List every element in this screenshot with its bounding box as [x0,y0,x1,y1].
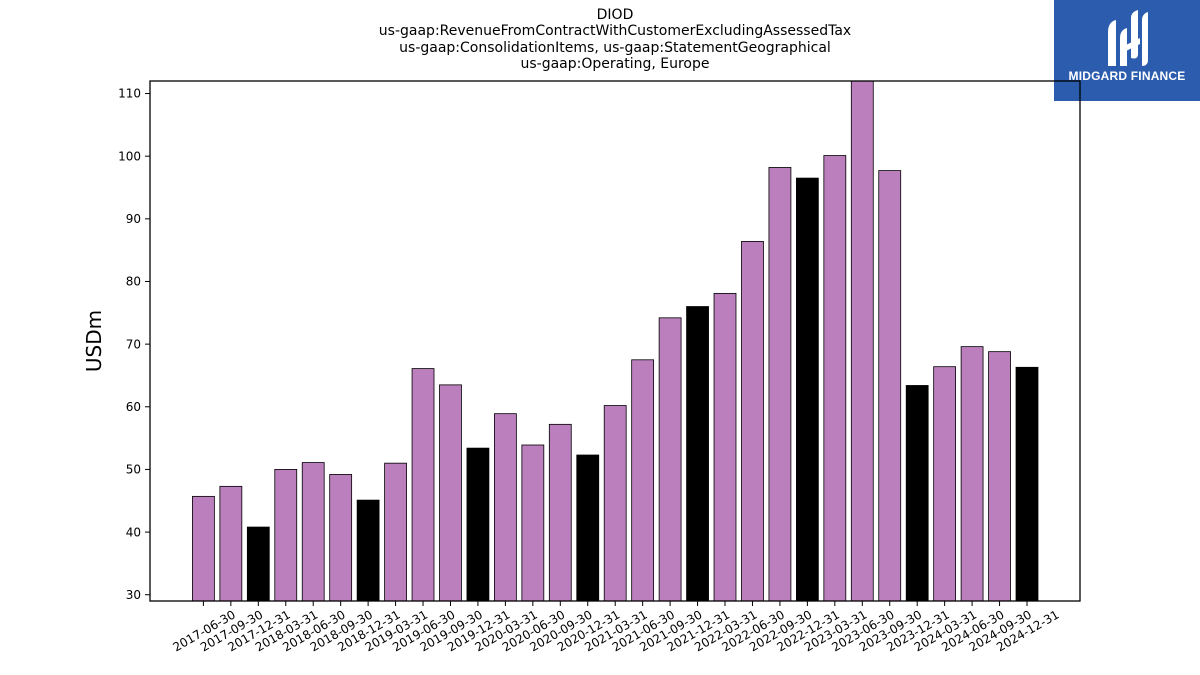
bar-2020-12-31 [576,454,600,602]
bar-2023-09-30 [878,170,902,602]
y-axis: 30 40 50 60 70 80 90 100 110 [118,87,150,602]
bar-2018-12-31 [356,499,380,602]
bar-2018-06-30 [301,462,325,602]
title-line-ticker: DIOD [596,7,634,23]
bar-2017-12-31 [246,526,270,602]
logo-mark-icon [1108,10,1148,66]
bar-2024-12-31 [1015,366,1039,602]
bar-2023-12-31 [905,385,929,602]
bar-2023-06-30 [850,80,874,602]
bar-2019-12-31 [466,447,490,602]
bar-2021-12-31 [686,306,709,602]
bar-2022-06-30 [741,240,764,602]
title-line-concept: us-gaap:RevenueFromContractWithCustomerE… [378,23,852,40]
bar-2019-06-30 [411,368,435,602]
y-tick-label: 50 [126,463,141,477]
bar-2022-09-30 [768,167,792,602]
bar-2024-06-30 [960,346,984,602]
bar-2017-06-30 [192,495,215,602]
bar-2022-03-31 [713,292,737,602]
bar-2019-09-30 [439,384,462,602]
title-line-axes: us-gaap:ConsolidationItems, us-gaap:Stat… [399,39,831,56]
bar-2024-09-30 [988,351,1011,602]
y-tick-label: 90 [126,212,141,226]
midgard-finance-logo: MIDGARD FINANCE [1054,0,1200,101]
bar-2020-09-30 [548,423,572,602]
bar-2023-03-31 [823,155,847,602]
bar-2019-03-31 [384,462,407,602]
y-tick-label: 70 [126,337,141,351]
bar-2018-03-31 [274,469,298,602]
y-tick-label: 80 [126,275,141,289]
chart-title: DIOD us-gaap:RevenueFromContractWithCust… [150,7,1080,73]
logo-text: MIDGARD FINANCE [1068,69,1186,83]
y-axis-label: USDm [82,310,106,372]
y-tick-label: 110 [118,87,141,101]
title-line-members: us-gaap:Operating, Europe [520,56,710,73]
bar-2024-03-31 [933,366,957,602]
bars-group [192,80,1039,602]
bar-2020-03-31 [494,413,517,602]
y-tick-label: 30 [126,588,141,602]
plot-frame [149,80,1081,602]
y-tick-label: 40 [126,525,141,539]
bar-2021-03-31 [603,405,627,602]
bar-2018-09-30 [329,474,353,602]
y-tick-label: 60 [126,400,141,414]
bar-2020-06-30 [521,444,545,602]
x-axis: 2017-06-302017-09-302017-12-312018-03-31… [170,601,1062,654]
bar-2022-12-31 [795,177,819,602]
bar-2017-09-30 [219,485,243,602]
y-tick-label: 100 [118,149,141,163]
bar-2021-06-30 [631,359,655,602]
bar-2021-09-30 [658,317,682,602]
